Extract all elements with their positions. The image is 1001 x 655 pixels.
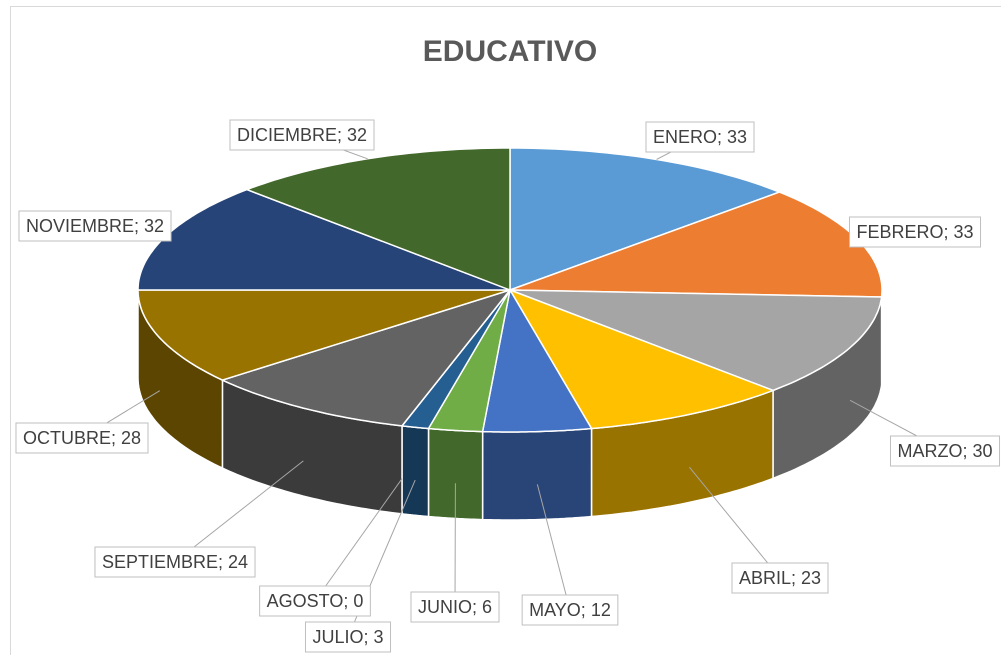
data-label: ENERO; 33 <box>653 127 747 147</box>
leader-line <box>536 484 571 611</box>
data-label-box <box>645 121 755 153</box>
slice <box>508 288 776 430</box>
data-label: ABRIL; 23 <box>739 568 821 588</box>
slice <box>509 289 883 392</box>
slice <box>137 289 511 381</box>
data-label: MAYO; 12 <box>529 600 611 620</box>
leader-line <box>174 460 304 563</box>
data-label-group: JULIO; 3 <box>304 621 392 653</box>
data-label-box <box>889 435 1001 467</box>
slice-side <box>481 427 593 521</box>
data-label: JULIO; 3 <box>312 627 383 647</box>
chart-title: EDUCATIVO <box>423 35 597 68</box>
data-label-group: ABRIL; 23 <box>731 562 829 594</box>
data-label-box <box>521 594 619 626</box>
data-label-box <box>259 585 371 617</box>
data-label: DICIEMBRE; 32 <box>237 125 367 145</box>
leader-line <box>688 466 781 579</box>
data-label-group: AGOSTO; 0 <box>259 585 371 617</box>
data-label-box <box>18 210 172 242</box>
data-label-group: JUNIO; 6 <box>410 591 500 623</box>
data-label-box <box>94 546 256 578</box>
data-label: NOVIEMBRE; 32 <box>26 216 164 236</box>
slice <box>220 288 513 427</box>
data-label: FEBRERO; 33 <box>856 222 973 242</box>
data-label: AGOSTO; 0 <box>267 591 364 611</box>
leader-line <box>314 478 403 602</box>
data-label: MARZO; 30 <box>897 441 992 461</box>
data-label-box <box>304 621 392 653</box>
slice <box>481 287 593 433</box>
data-label-group: ENERO; 33 <box>645 121 755 153</box>
data-label: SEPTIEMBRE; 24 <box>102 552 248 572</box>
data-label-box <box>15 422 149 454</box>
data-label-group: MAYO; 12 <box>521 594 619 626</box>
data-label-box <box>410 591 500 623</box>
data-label-group: SEPTIEMBRE; 24 <box>94 546 256 578</box>
slice-side <box>401 425 430 518</box>
data-label-box <box>848 216 982 248</box>
data-label-group: OCTUBRE; 28 <box>15 422 149 454</box>
data-label-group: FEBRERO; 33 <box>848 216 982 248</box>
data-label-group: DICIEMBRE; 32 <box>229 119 375 151</box>
data-label-group: MARZO; 30 <box>889 435 1001 467</box>
data-label-box <box>229 119 375 151</box>
data-label: JUNIO; 6 <box>418 597 492 617</box>
data-label: OCTUBRE; 28 <box>23 428 141 448</box>
data-label-group: NOVIEMBRE; 32 <box>18 210 172 242</box>
data-label-box <box>731 562 829 594</box>
